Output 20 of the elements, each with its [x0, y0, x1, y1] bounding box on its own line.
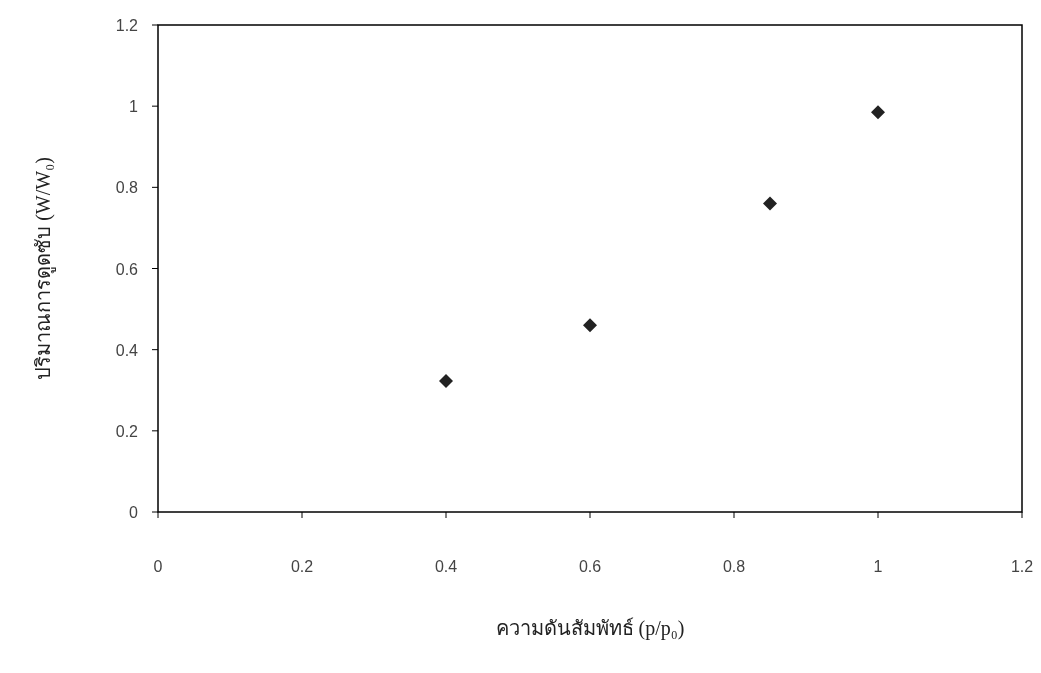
- point: [439, 373, 453, 388]
- x-tick-label: 0.8: [722, 558, 746, 575]
- y-tick-label: 1.2: [115, 17, 139, 34]
- y-tick-label: 0.4: [115, 341, 139, 359]
- y-tick-label: 1: [129, 98, 139, 116]
- x-tick-label: 1: [873, 558, 883, 575]
- y-tick-label: 0.6: [115, 260, 139, 278]
- x-tick-label: 1.2: [1010, 558, 1034, 575]
- y-tick-label: 0.2: [115, 422, 139, 440]
- y-tick-label: 0: [129, 504, 139, 521]
- y-axis-title: ปริมาณการดูดซับ (W/W₀): [32, 157, 56, 380]
- x-tick-label: 0.2: [290, 558, 314, 575]
- x-tick-label: 0.6: [578, 558, 602, 575]
- point: [583, 318, 597, 333]
- y-tick-label: 0.8: [115, 179, 139, 197]
- x-tick-label: 0.4: [434, 558, 458, 575]
- point: [763, 196, 777, 211]
- x-tick-label: 0: [153, 558, 163, 575]
- point: [871, 105, 885, 120]
- x-axis-title: ความดันสัมพัทธ์ (p/p₀): [495, 617, 685, 640]
